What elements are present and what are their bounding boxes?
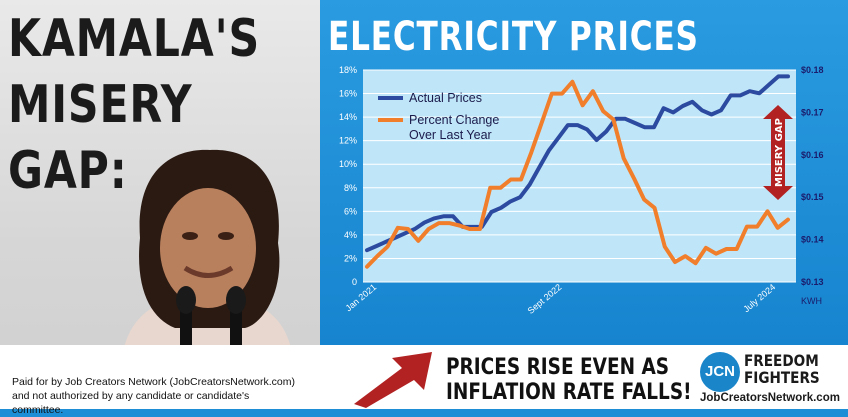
left-tick-label: 10%	[339, 159, 357, 169]
right-tick-label: $0.14	[801, 235, 824, 245]
right-tick-label: $0.16	[801, 150, 824, 160]
left-tick-label: 16%	[339, 89, 357, 99]
x-tick-label: Sept 2022	[526, 282, 564, 316]
actual-prices-line	[365, 74, 790, 253]
grid-lines	[363, 69, 796, 283]
left-tick-label: 6%	[344, 206, 357, 216]
misery-gap-arrow-head-up	[763, 105, 793, 119]
right-axis-unit: KWH	[801, 296, 822, 306]
tagline-line-1: PRICES RISE EVEN AS	[446, 355, 670, 380]
tagline-line-2: INFLATION RATE FALLS!	[446, 380, 692, 405]
x-tick-label: July 2024	[741, 282, 777, 314]
right-tick-label: $0.15	[801, 192, 824, 202]
left-axis-ticks: 0 2% 4% 6% 8% 10% 12% 14% 16% 18%	[339, 65, 357, 287]
left-tick-label: 2%	[344, 253, 357, 263]
headline-line-2: MISERY	[8, 75, 193, 135]
headline-line-3: GAP:	[8, 141, 128, 201]
jcn-logo: JCN FREEDOM FIGHTERS JobCreatorsNetwork.…	[700, 350, 845, 406]
legend-label-percent-line-1: Percent Change	[409, 113, 499, 127]
left-tick-label: 8%	[344, 183, 357, 193]
misery-gap-arrow-shaft	[771, 115, 785, 190]
headline-line-1: KAMALA'S	[8, 9, 260, 69]
red-arrow-icon	[354, 352, 432, 408]
headline: KAMALA'S MISERY GAP:	[8, 6, 260, 204]
electricity-price-chart: 0 2% 4% 6% 8% 10% 12% 14% 16% 18% $0.13 $0.14 $0.15…	[339, 65, 824, 316]
right-axis-ticks: $0.13 $0.14 $0.15 $0.16 $0.17 $0.18 KWH	[801, 65, 824, 306]
chart-title: ELECTRICITY PRICES	[328, 14, 699, 60]
misery-gap-label: MISERY GAP	[774, 118, 785, 187]
left-tick-label: 12%	[339, 136, 357, 146]
disclaimer: Paid for by Job Creators Network (JobCre…	[4, 370, 304, 416]
x-tick-label: Jan 2021	[343, 282, 378, 313]
logo-name-line-2: FIGHTERS	[744, 368, 820, 387]
right-tick-label: $0.17	[801, 107, 824, 117]
legend-label-percent-line-2: Over Last Year	[409, 128, 492, 142]
series-lines	[365, 74, 790, 269]
right-tick-label: $0.13	[801, 277, 824, 287]
jcn-initials: JCN	[700, 352, 740, 392]
logo-name-line-1: FREEDOM	[744, 351, 819, 370]
percent-change-line	[365, 79, 790, 269]
misery-gap-arrow-head-down	[763, 186, 793, 200]
left-tick-label: 4%	[344, 230, 357, 240]
left-tick-label: 14%	[339, 112, 357, 122]
legend-label-actual: Actual Prices	[409, 91, 482, 105]
logo-name: FREEDOM FIGHTERS	[744, 352, 820, 386]
left-tick-label: 18%	[339, 65, 357, 75]
logo-url: JobCreatorsNetwork.com	[700, 392, 840, 404]
tagline: PRICES RISE EVEN AS INFLATION RATE FALLS…	[446, 355, 692, 405]
right-tick-label: $0.18	[801, 65, 824, 75]
speaker-portrait	[120, 149, 295, 370]
left-tick-label: 0	[352, 277, 357, 287]
x-axis-ticks: Jan 2021 Sept 2022 July 2024	[343, 282, 777, 316]
misery-gap-annotation: MISERY GAP	[763, 105, 793, 200]
